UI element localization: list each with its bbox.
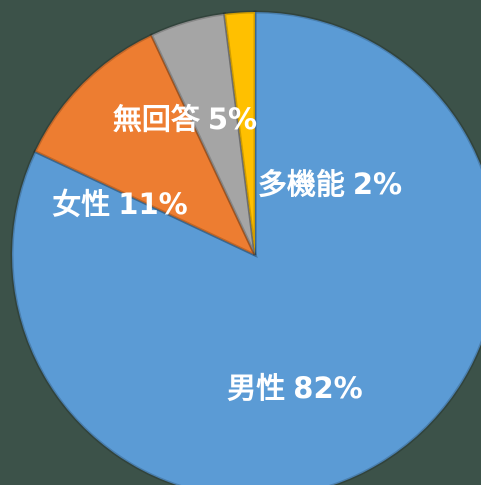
category-label: 無回答 [113, 102, 201, 136]
category-label: 多機能 [258, 167, 345, 201]
pie-slice [149, 12, 257, 256]
category-label: 女性 [52, 187, 110, 221]
pie-slice [10, 10, 481, 485]
value-label: 5% [208, 102, 257, 136]
data-label: 女性 11% [52, 187, 187, 221]
pie-slice [222, 10, 257, 256]
value-label: 82% [293, 371, 362, 405]
value-label: 2% [353, 167, 402, 201]
category-label: 男性 [227, 371, 285, 405]
value-label: 11% [118, 187, 187, 221]
data-label: 無回答 5% [113, 102, 257, 136]
data-label: 多機能 2% [258, 167, 402, 201]
data-label: 男性 82% [227, 371, 362, 405]
pie-slice [33, 33, 259, 259]
